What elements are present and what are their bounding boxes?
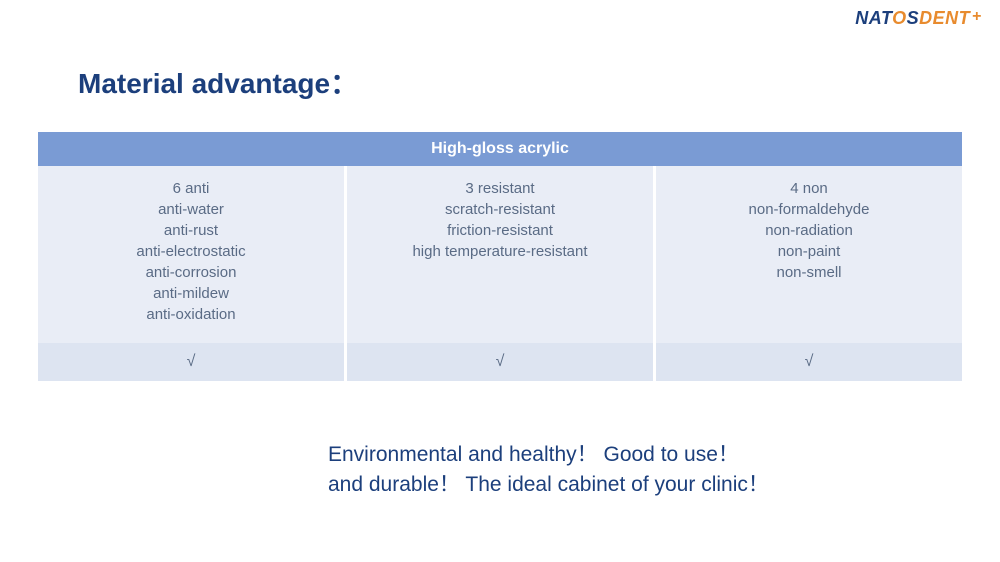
column-anti: 6 anti anti-water anti-rust anti-electro… [38,166,347,343]
feature-item: anti-mildew [46,283,336,304]
table-header: High-gloss acrylic [38,132,962,166]
logo-part-4: DENT [919,8,970,28]
feature-item: friction-resistant [355,220,645,241]
logo-part-3: S [907,8,920,28]
feature-item: anti-water [46,199,336,220]
logo-part-2: O [892,8,907,28]
feature-item: non-smell [664,262,954,283]
feature-item: anti-corrosion [46,262,336,283]
table-body-row: 6 anti anti-water anti-rust anti-electro… [38,166,962,343]
feature-item: non-formaldehyde [664,199,954,220]
feature-item: anti-electrostatic [46,241,336,262]
table-check-row: √ √ √ [38,343,962,381]
tagline-line-1: Environmental and healthy！ Good to use！ [328,440,769,470]
column-non: 4 non non-formaldehyde non-radiation non… [656,166,962,343]
tagline: Environmental and healthy！ Good to use！ … [328,440,769,501]
column-head: 6 anti [46,180,336,197]
logo-plus-icon: + [972,8,982,25]
check-cell: √ [347,343,656,381]
check-cell: √ [656,343,962,381]
feature-item: non-paint [664,241,954,262]
column-resistant: 3 resistant scratch-resistant friction-r… [347,166,656,343]
check-cell: √ [38,343,347,381]
feature-item: anti-oxidation [46,304,336,325]
column-head: 4 non [664,180,954,197]
tagline-line-2: and durable！ The ideal cabinet of your c… [328,470,769,500]
feature-item: non-radiation [664,220,954,241]
column-head: 3 resistant [355,180,645,197]
feature-item: anti-rust [46,220,336,241]
page-title: Material advantage： [78,62,358,102]
feature-item: high temperature-resistant [355,241,645,262]
logo-part-1: NAT [855,8,892,28]
feature-item: scratch-resistant [355,199,645,220]
brand-logo: NATOSDENT+ [855,8,982,29]
material-table: High-gloss acrylic 6 anti anti-water ant… [38,132,962,381]
